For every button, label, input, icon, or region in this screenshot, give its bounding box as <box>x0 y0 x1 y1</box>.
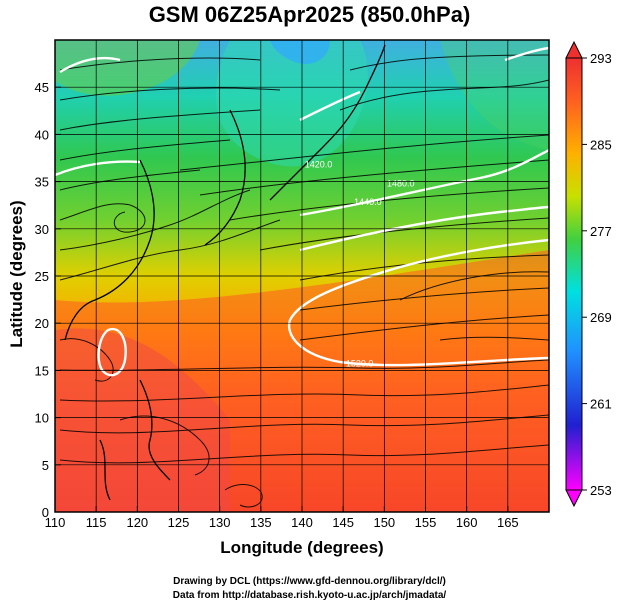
colorbar-tick-label: 269 <box>590 310 612 325</box>
x-tick-label: 150 <box>373 515 395 530</box>
y-tick-label: 20 <box>35 316 49 331</box>
y-tick-label: 35 <box>35 175 49 190</box>
colorbar-tick-label: 253 <box>590 483 612 498</box>
x-tick-label: 140 <box>291 515 313 530</box>
x-axis: 110 115 120 125 130 135 140 145 150 155 160 165 <box>45 506 519 530</box>
credit-drawing: Drawing by DCL (https://www.gfd-dennou.o… <box>173 576 446 587</box>
contour-label: 1480.0 <box>387 178 415 188</box>
colorbar-min-arrow <box>565 489 583 508</box>
y-tick-label: 15 <box>35 363 49 378</box>
x-tick-label: 160 <box>456 515 478 530</box>
colorbar-tick-label: 293 <box>590 51 612 66</box>
y-tick-label: 25 <box>35 269 49 284</box>
colorbar: 253 261 269 277 285 293 <box>565 40 612 508</box>
colorbar-gradient <box>565 57 583 491</box>
x-tick-label: 145 <box>332 515 354 530</box>
x-tick-label: 120 <box>126 515 148 530</box>
lat-lon-grid <box>55 40 549 512</box>
x-tick-label: 165 <box>497 515 519 530</box>
x-tick-label: 155 <box>415 515 437 530</box>
x-tick-label: 115 <box>86 515 107 530</box>
colorbar-tick-label: 285 <box>590 137 612 152</box>
x-tick-label: 130 <box>209 515 231 530</box>
y-tick-label: 30 <box>35 222 49 237</box>
chart-title: GSM 06Z25Apr2025 (850.0hPa) <box>148 2 471 27</box>
x-tick-label: 125 <box>168 515 190 530</box>
credit-data: Data from http://database.rish.kyoto-u.a… <box>172 590 447 601</box>
x-tick-label: 135 <box>250 515 272 530</box>
colorbar-tick-label: 277 <box>590 224 612 239</box>
coastlines <box>64 44 386 501</box>
y-tick-label: 45 <box>35 80 49 95</box>
contour-label: 1520.0 <box>346 359 374 369</box>
y-axis: 0 5 10 15 20 25 30 35 40 45 <box>35 80 61 520</box>
y-tick-label: 40 <box>35 127 49 142</box>
y-tick-label: 0 <box>42 505 49 520</box>
colorbar-tick-label: 261 <box>590 397 612 412</box>
contour-label: 1420.0 <box>305 159 333 169</box>
contour-labels: 1420.0 1440.0 1480.0 1520.0 <box>305 159 415 368</box>
x-axis-label: Longitude (degrees) <box>220 538 384 557</box>
y-tick-label: 10 <box>35 411 49 426</box>
y-tick-label: 5 <box>42 458 49 473</box>
colorbar-max-arrow <box>565 40 583 59</box>
height-contours <box>55 46 549 377</box>
x-tick-label: 110 <box>45 515 66 530</box>
y-axis-label: Latitude (degrees) <box>7 200 26 348</box>
contour-label: 1440.0 <box>354 197 382 207</box>
